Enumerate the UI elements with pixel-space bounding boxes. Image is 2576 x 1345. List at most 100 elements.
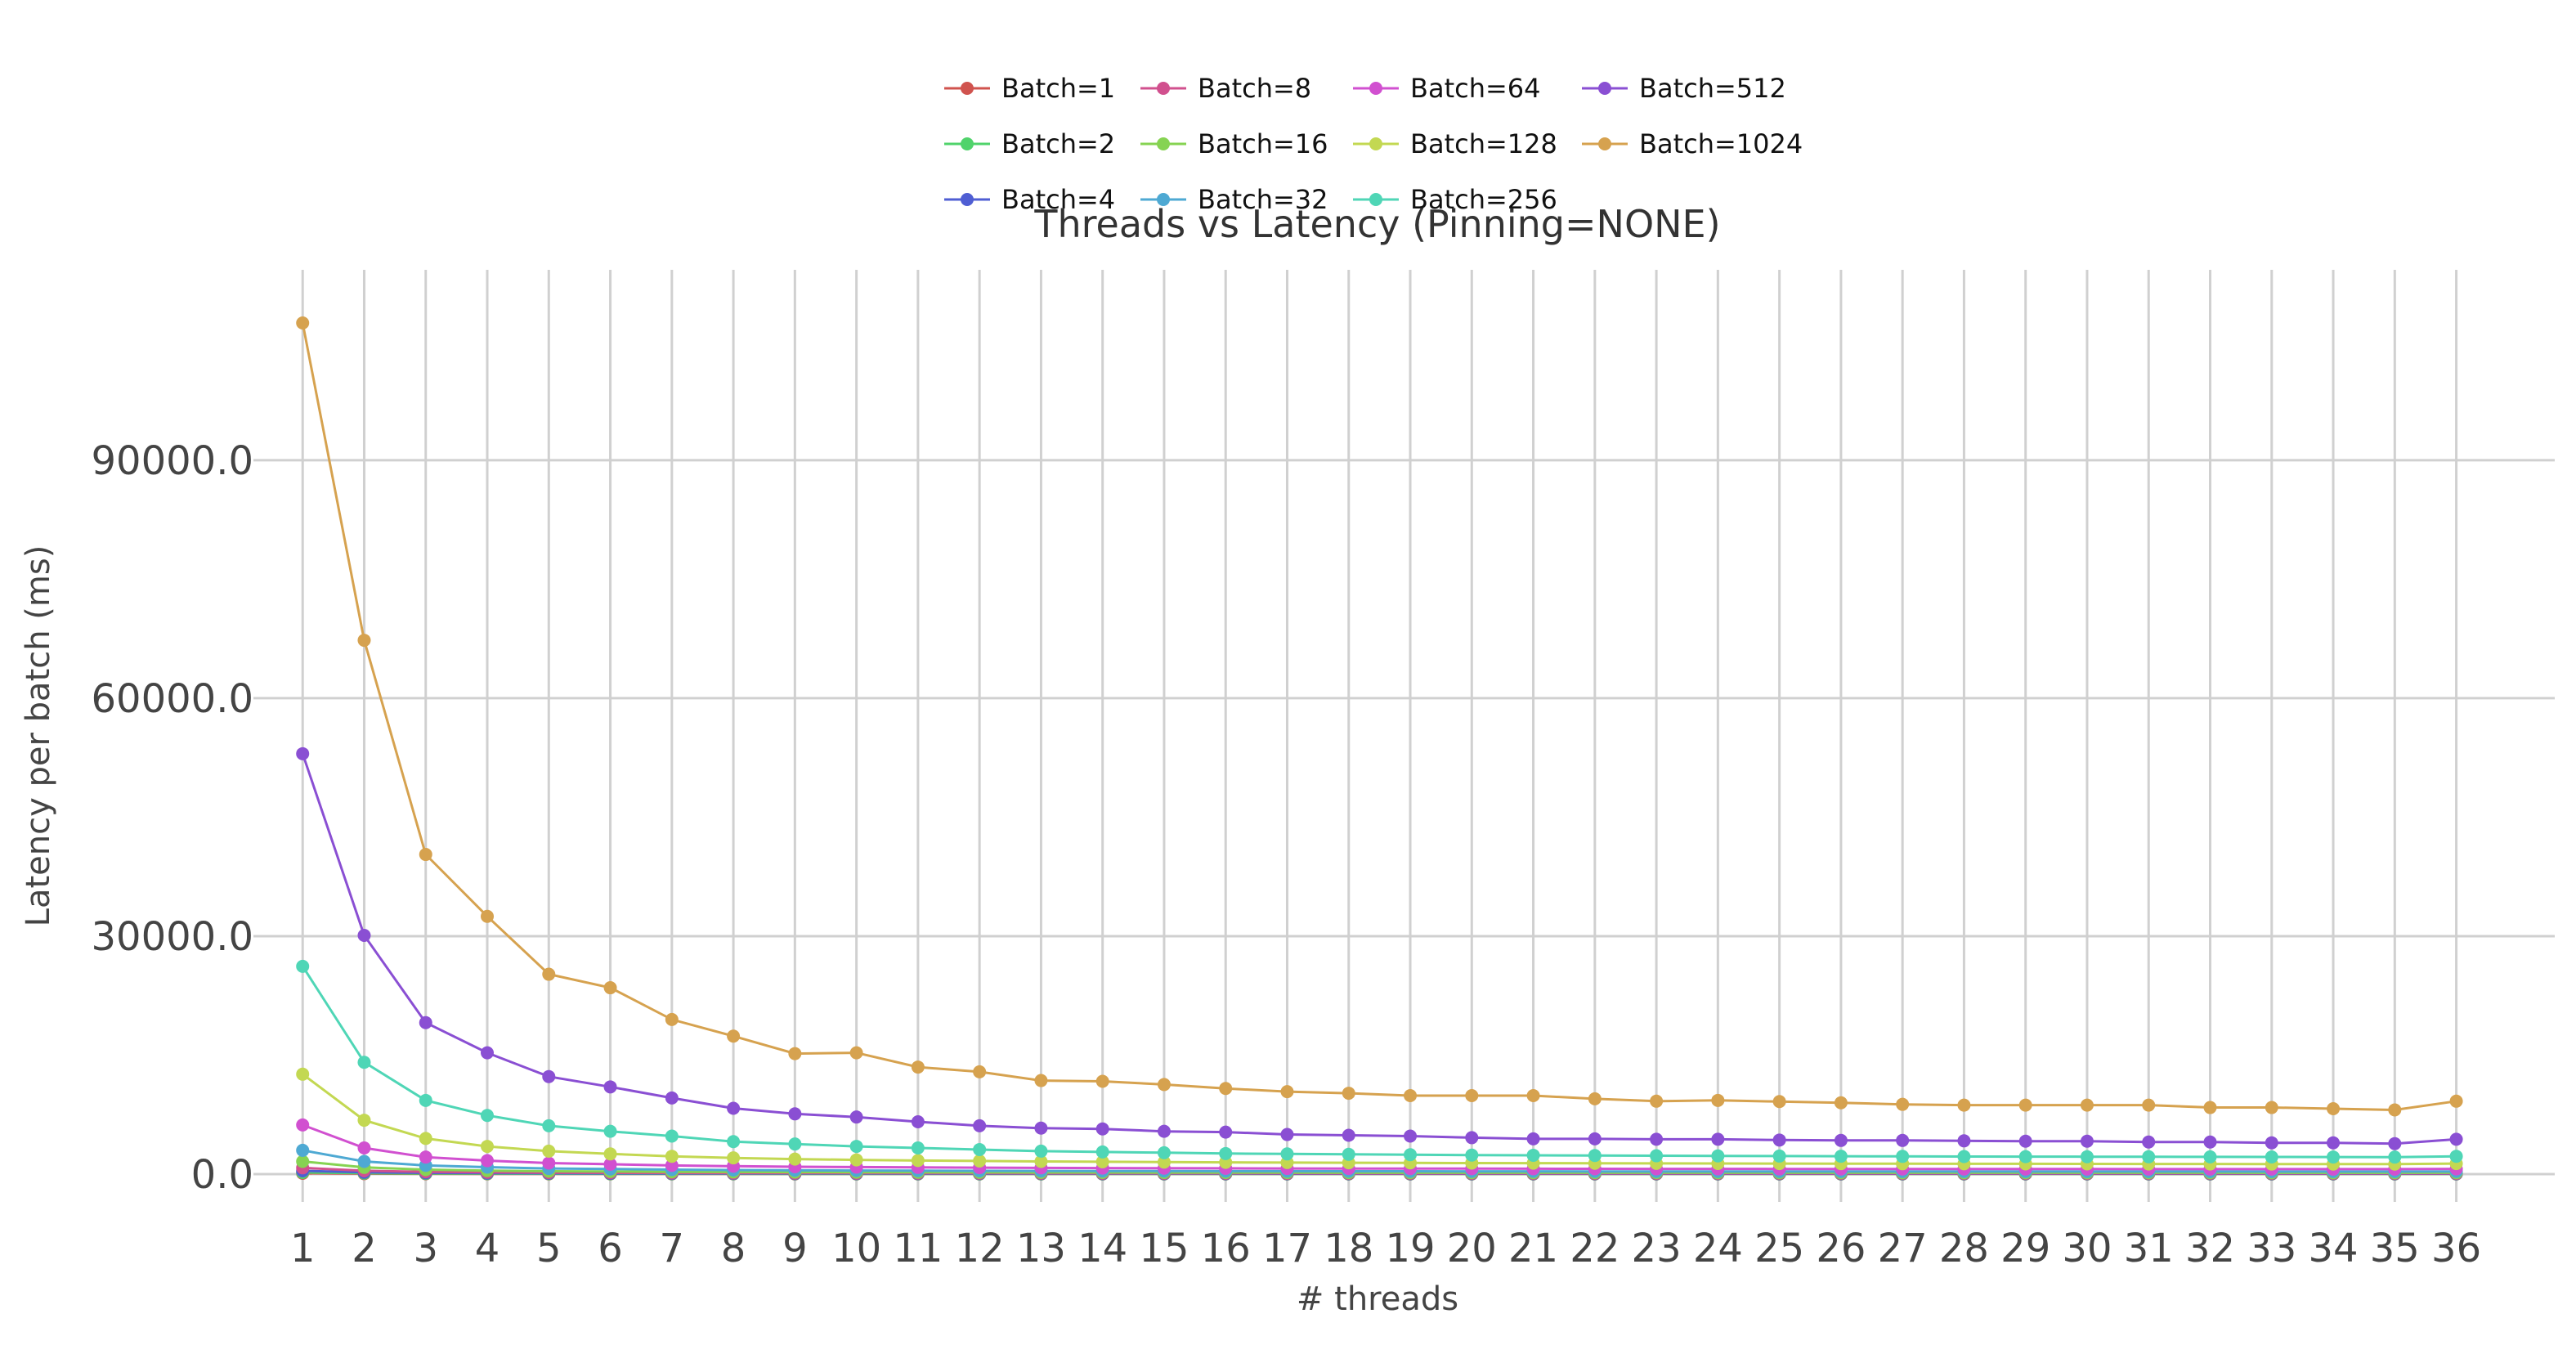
legend-item[interactable]: Batch=256 bbox=[1353, 184, 1557, 215]
data-point bbox=[2203, 1101, 2217, 1114]
data-point bbox=[296, 1154, 310, 1168]
x-tick-label: 31 bbox=[2124, 1226, 2174, 1271]
x-tick-label: 3 bbox=[413, 1226, 438, 1271]
data-point bbox=[1280, 1085, 1294, 1099]
legend-marker bbox=[961, 82, 974, 95]
data-point bbox=[2203, 1135, 2217, 1149]
data-point bbox=[296, 746, 310, 760]
data-point bbox=[2388, 1103, 2402, 1117]
legend-marker bbox=[1157, 82, 1170, 95]
data-point bbox=[849, 1153, 863, 1167]
data-point bbox=[603, 981, 617, 995]
data-point bbox=[1095, 1122, 1109, 1136]
data-point bbox=[1034, 1074, 1048, 1087]
data-point bbox=[849, 1110, 863, 1124]
data-point bbox=[665, 1091, 679, 1105]
series-line bbox=[302, 1123, 2457, 1171]
legend-label: Batch=32 bbox=[1198, 184, 1328, 215]
data-point bbox=[1219, 1146, 1233, 1160]
x-tick-label: 6 bbox=[598, 1226, 623, 1271]
x-tick-label: 14 bbox=[1077, 1226, 1127, 1271]
y-tick-label: 90000.0 bbox=[92, 438, 254, 484]
data-point bbox=[2018, 1134, 2032, 1148]
data-point bbox=[2080, 1150, 2094, 1163]
data-point bbox=[911, 1115, 925, 1129]
data-point bbox=[788, 1107, 802, 1121]
data-point bbox=[2203, 1150, 2217, 1163]
legend-item[interactable]: Batch=4 bbox=[944, 184, 1115, 215]
data-point bbox=[2327, 1136, 2341, 1150]
data-point bbox=[1095, 1145, 1109, 1159]
legend-label: Batch=512 bbox=[1639, 73, 1786, 104]
x-tick-label: 35 bbox=[2370, 1226, 2420, 1271]
x-tick-label: 13 bbox=[1016, 1226, 1066, 1271]
data-point bbox=[665, 1129, 679, 1143]
data-point bbox=[2265, 1136, 2278, 1150]
legend-item[interactable]: Batch=1 bbox=[944, 73, 1115, 104]
data-point bbox=[788, 1152, 802, 1166]
data-point bbox=[1034, 1121, 1048, 1135]
legend-item[interactable]: Batch=128 bbox=[1353, 128, 1557, 159]
data-point bbox=[296, 1067, 310, 1081]
legend-marker bbox=[1157, 137, 1170, 150]
x-tick-label: 21 bbox=[1508, 1226, 1558, 1271]
x-tick-label: 11 bbox=[893, 1226, 943, 1271]
chart-title: Threads vs Latency (Pinning=NONE) bbox=[1033, 202, 1720, 246]
data-point bbox=[2018, 1098, 2032, 1112]
legend[interactable]: Batch=1 Batch=2 Batch=4 Batch=8 Batch=16 Batc… bbox=[944, 73, 1803, 215]
data-point bbox=[849, 1140, 863, 1154]
data-point bbox=[1465, 1148, 1479, 1162]
x-tick-label: 23 bbox=[1632, 1226, 1682, 1271]
data-point bbox=[1095, 1074, 1109, 1088]
data-point bbox=[1650, 1149, 1664, 1163]
data-point bbox=[2449, 1150, 2463, 1163]
data-point bbox=[419, 848, 432, 862]
data-point bbox=[542, 967, 556, 981]
x-tick-label: 7 bbox=[660, 1226, 685, 1271]
legend-item[interactable]: Batch=32 bbox=[1140, 184, 1328, 215]
data-point bbox=[357, 1056, 371, 1069]
data-point bbox=[2265, 1101, 2278, 1114]
data-point bbox=[357, 1141, 371, 1155]
data-point bbox=[1095, 1154, 1109, 1168]
data-point bbox=[1711, 1132, 1725, 1146]
x-tick-label: 4 bbox=[475, 1226, 500, 1271]
data-point bbox=[296, 959, 310, 973]
legend-item[interactable]: Batch=512 bbox=[1582, 73, 1786, 104]
data-point bbox=[2388, 1150, 2402, 1164]
x-tick-label: 25 bbox=[1754, 1226, 1804, 1271]
data-point bbox=[788, 1137, 802, 1151]
data-point bbox=[1588, 1149, 1602, 1163]
data-point bbox=[1465, 1131, 1479, 1145]
data-point bbox=[911, 1060, 925, 1074]
data-point bbox=[727, 1101, 741, 1115]
legend-item[interactable]: Batch=8 bbox=[1140, 73, 1311, 104]
legend-item[interactable]: Batch=64 bbox=[1353, 73, 1541, 104]
x-axis-ticks: 1 2 3 4 5 6 7 8 9 10 11 12 13 14 15 16 17 18 19 20 21 22 23 24 2… bbox=[290, 1226, 2481, 1271]
legend-marker bbox=[1598, 137, 1611, 150]
data-point bbox=[481, 1109, 495, 1123]
legend-item[interactable]: Batch=16 bbox=[1140, 128, 1328, 159]
legend-item[interactable]: Batch=2 bbox=[944, 128, 1115, 159]
data-point bbox=[973, 1154, 987, 1168]
x-tick-label: 2 bbox=[352, 1226, 377, 1271]
series-line bbox=[301, 965, 2457, 1159]
data-point bbox=[1711, 1093, 1725, 1107]
x-tick-label: 12 bbox=[955, 1226, 1005, 1271]
data-point bbox=[727, 1135, 741, 1149]
legend-item[interactable]: Batch=1024 bbox=[1582, 128, 1803, 159]
x-tick-label: 19 bbox=[1385, 1226, 1435, 1271]
data-point bbox=[1526, 1088, 1540, 1102]
data-point bbox=[481, 1046, 495, 1060]
data-point bbox=[727, 1151, 741, 1165]
data-point bbox=[542, 1144, 556, 1158]
data-point bbox=[419, 1132, 432, 1145]
data-point bbox=[973, 1142, 987, 1156]
x-tick-label: 5 bbox=[536, 1226, 562, 1271]
data-point bbox=[1588, 1132, 1602, 1145]
x-axis-label: # threads bbox=[1297, 1280, 1458, 1318]
data-point bbox=[665, 1159, 679, 1172]
data-point bbox=[727, 1029, 741, 1043]
data-point bbox=[2080, 1098, 2094, 1112]
